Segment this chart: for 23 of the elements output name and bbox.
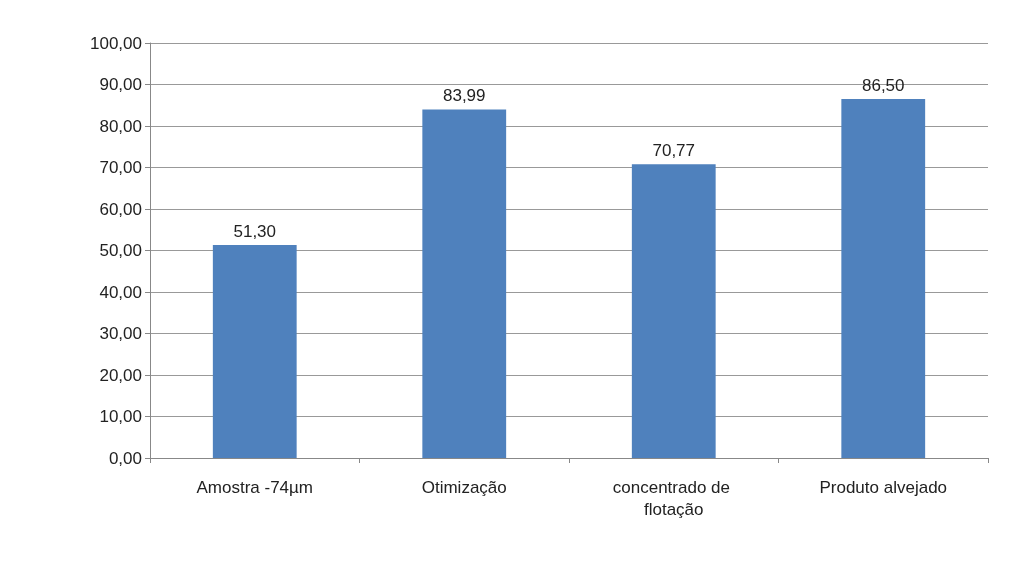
y-tick-label: 10,00: [99, 407, 142, 426]
x-tick-label: Produto alvejado: [819, 477, 948, 497]
y-tick-label: 0,00: [108, 448, 142, 468]
data-label: 70,77: [652, 141, 696, 161]
y-tick-label: 20,00: [99, 365, 142, 385]
bar: [631, 164, 716, 458]
bar: [212, 245, 297, 458]
bar: [841, 99, 926, 458]
bar: [422, 109, 507, 458]
data-label: 51,30: [233, 222, 277, 242]
y-tick-label: 70,00: [99, 158, 142, 177]
y-tick-label: 50,00: [99, 241, 142, 260]
y-tick-label: 90,00: [99, 75, 142, 94]
y-tick-label: 60,00: [99, 199, 142, 219]
y-tick-label: 80,00: [99, 116, 142, 136]
y-tick-label: 100,00: [90, 33, 142, 53]
data-label: 83,99: [442, 86, 486, 106]
y-tick-label: 40,00: [99, 282, 142, 302]
x-tick-label: concentrado de flotação: [612, 477, 735, 519]
data-label: 86,50: [861, 76, 905, 96]
x-tick-label: Amostra -74µm: [196, 477, 314, 497]
x-tick-label: Otimização: [421, 477, 507, 497]
y-tick-label: 30,00: [99, 324, 142, 343]
